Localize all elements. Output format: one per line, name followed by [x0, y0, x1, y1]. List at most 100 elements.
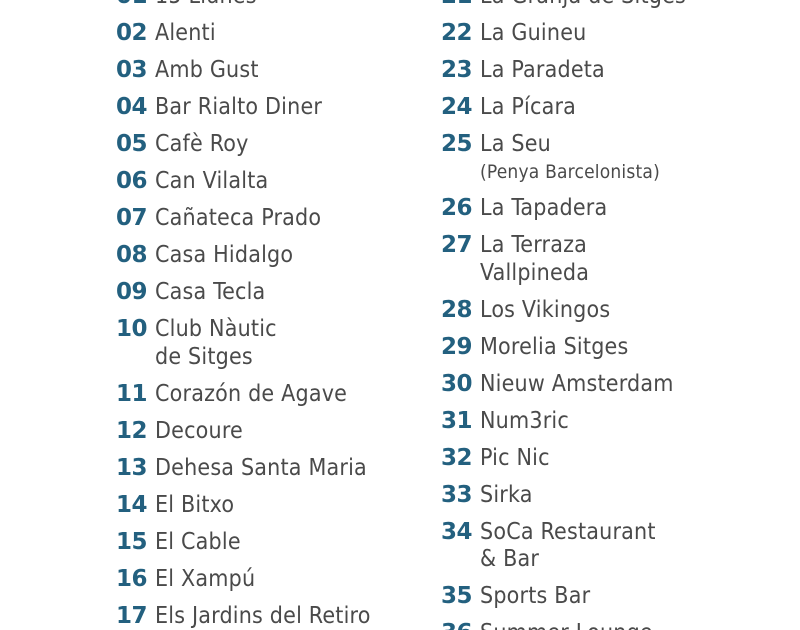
item-number: 04: [116, 94, 148, 120]
item-number: 12: [116, 417, 148, 444]
list-item: 29 Morelia Sitges: [441, 334, 771, 362]
item-number: 11: [116, 380, 148, 407]
item-name-line: Summer Lounge: [480, 620, 653, 630]
item-name: Los Vikingos: [480, 297, 610, 325]
item-name-line: Sports Bar: [480, 583, 591, 609]
item-name: Sports Bar: [480, 583, 590, 611]
item-number: 03: [116, 57, 148, 83]
list-item: 17 Els Jardins del Retiro: [116, 603, 446, 630]
item-name-line: Vallpineda: [480, 259, 590, 286]
list-item: 16 El Xampú: [116, 566, 446, 594]
item-name-line: Num3ric: [480, 407, 569, 434]
item-name: 15 Llunes: [155, 0, 257, 11]
item-number: 16: [116, 565, 148, 592]
item-name: La Tapadera: [480, 195, 607, 223]
item-name: Summer Lounge: [480, 620, 653, 630]
list-item: 0115 Llunes: [116, 0, 446, 11]
list-item: 34 SoCa Restaurant & Bar: [441, 519, 771, 574]
item-name: El Cable: [155, 529, 241, 557]
item-name: Alenti: [155, 20, 216, 48]
item-name: La Terraza Vallpineda: [480, 232, 589, 287]
item-number: 02: [116, 20, 148, 46]
item-name: La Paradeta: [480, 57, 605, 85]
item-name-line: Corazón de Agave: [155, 380, 348, 407]
list-item: 14 El Bitxo: [116, 492, 446, 520]
item-number: 26: [441, 195, 473, 221]
item-number: 36: [441, 620, 480, 630]
item-number: 22: [441, 20, 473, 46]
item-name-line: Sirka: [480, 481, 533, 508]
list-item: 21La Granja de Sitges: [441, 0, 771, 11]
item-name: Corazón de Agave: [155, 381, 347, 409]
list-item: 24 La Pícara: [441, 94, 771, 122]
item-name-line: Decoure: [155, 417, 243, 444]
list-item: 32 Pic Nic: [441, 445, 771, 473]
list-item: 30 Nieuw Amsterdam: [441, 371, 771, 399]
item-name: El Bitxo: [155, 492, 234, 520]
item-name: La Pícara: [480, 94, 576, 122]
item-number: 31: [441, 407, 473, 434]
item-name-line: Casa Tecla: [155, 279, 266, 305]
item-number: 13: [116, 454, 148, 481]
list-item: 04 Bar Rialto Diner: [116, 94, 446, 122]
item-number: 15: [116, 528, 148, 555]
item-number: 06: [116, 168, 148, 194]
item-number: 29: [441, 333, 473, 360]
list-item: 23 La Paradeta: [441, 57, 771, 85]
item-name: Can Vilalta: [155, 168, 268, 196]
item-name-line: 15 Llunes: [155, 0, 257, 9]
restaurant-list-right: 21La Granja de Sitges 22 La Guineu 23 La Par…: [441, 0, 771, 630]
item-name-line: Can Vilalta: [155, 168, 269, 194]
item-name-line: & Bar: [480, 546, 540, 572]
list-item: 03 Amb Gust: [116, 57, 446, 85]
list-item: 15 El Cable: [116, 529, 446, 557]
item-number: 05: [116, 131, 148, 157]
item-number: 34: [441, 518, 473, 545]
list-item: 25 La Seu (Penya Barcelonista): [441, 131, 771, 186]
list-item: 06 Can Vilalta: [116, 168, 446, 196]
list-item: 27 La Terraza Vallpineda: [441, 232, 771, 287]
item-number: 09: [116, 279, 148, 305]
item-name-line: Cafè Roy: [155, 131, 249, 157]
list-item: 05 Cafè Roy: [116, 131, 446, 159]
list-item: 07 Cañateca Prado: [116, 205, 446, 233]
item-name-line: El Cable: [155, 528, 241, 555]
item-name: Casa Hidalgo: [155, 242, 293, 270]
item-name: El Xampú: [155, 566, 255, 594]
item-name: Pic Nic: [480, 445, 550, 473]
item-name-line: La Granja de Sitges: [480, 0, 686, 9]
item-number: 28: [441, 296, 473, 323]
item-name: Cañateca Prado: [155, 205, 321, 233]
item-name-line: La Pícara: [480, 94, 577, 120]
list-item: 08 Casa Hidalgo: [116, 242, 446, 270]
item-name-line: Bar Rialto Diner: [155, 94, 323, 120]
item-name-line: La Guineu: [480, 20, 587, 46]
item-name-line: Casa Hidalgo: [155, 242, 294, 268]
item-name: Bar Rialto Diner: [155, 94, 322, 122]
item-name-line: SoCa Restaurant: [480, 518, 656, 545]
list-item: 35 Sports Bar: [441, 583, 771, 611]
item-number: 24: [441, 94, 473, 120]
list-item: 26 La Tapadera: [441, 195, 771, 223]
item-name-line: Pic Nic: [480, 444, 550, 471]
restaurant-list-left: 0115 Llunes 02 Alenti 03 Amb Gust 04 Bar Rialt…: [116, 0, 446, 630]
item-name: La Granja de Sitges: [480, 0, 686, 11]
list-item: 12 Decoure: [116, 418, 446, 446]
item-number: 33: [441, 481, 473, 508]
item-name: Els Jardins del Retiro: [155, 603, 371, 630]
item-name-line: Amb Gust: [155, 57, 259, 83]
item-number: 23: [441, 57, 473, 83]
item-name: Club Nàutic de Sitges: [155, 316, 277, 371]
item-number: 27: [441, 232, 473, 258]
item-name: Sirka: [480, 482, 533, 510]
list-item: 02 Alenti: [116, 20, 446, 48]
item-number: 07: [116, 205, 148, 231]
item-name-line: La Seu: [480, 131, 551, 157]
list-item: 09 Casa Tecla: [116, 279, 446, 307]
item-name-line: La Paradeta: [480, 57, 605, 83]
list-item: 33 Sirka: [441, 482, 771, 510]
item-name: Decoure: [155, 418, 243, 446]
item-number: 08: [116, 242, 148, 268]
item-name-line: La Tapadera: [480, 195, 608, 221]
item-name-line: Nieuw Amsterdam: [480, 370, 674, 397]
